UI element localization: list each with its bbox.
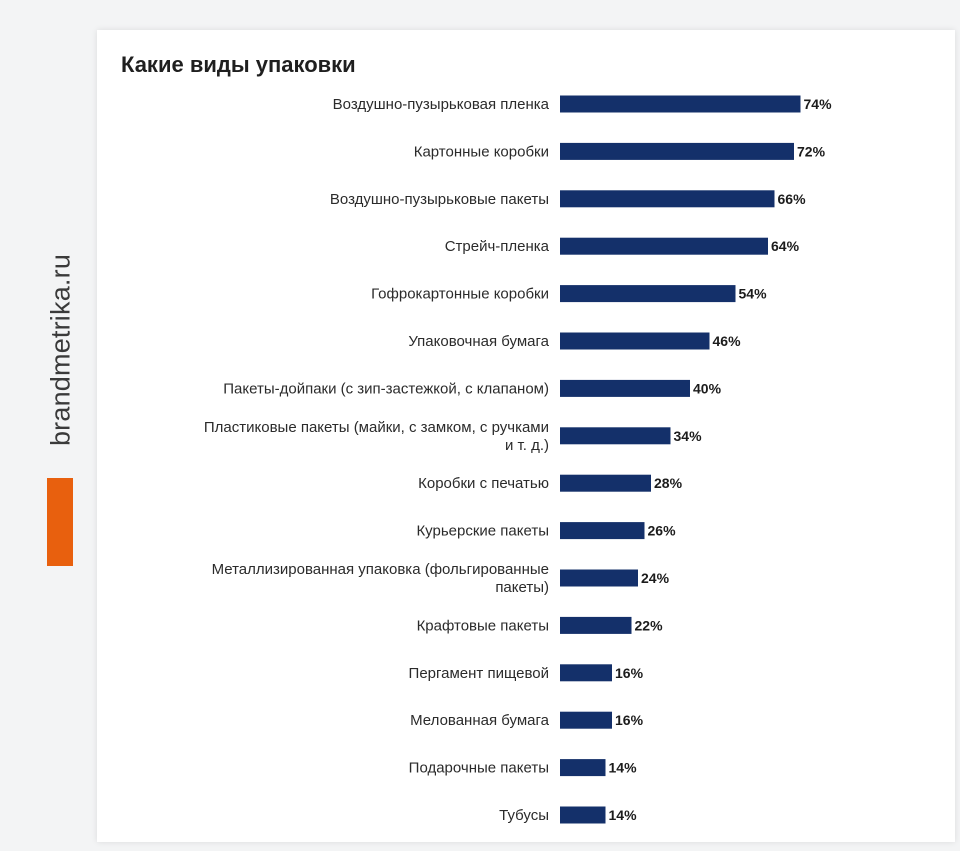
value-label: 72% xyxy=(797,143,826,159)
bar xyxy=(560,711,612,729)
bar xyxy=(560,427,671,445)
value-label: 26% xyxy=(648,523,677,539)
value-label: 34% xyxy=(674,428,703,444)
category-label: Стрейч-пленка xyxy=(445,238,550,255)
bar xyxy=(560,142,794,160)
bar xyxy=(560,332,710,350)
value-label: 16% xyxy=(615,665,644,681)
category-label: Гофрокартонные коробки xyxy=(371,286,549,303)
brand-accent-bar xyxy=(47,478,73,566)
bar xyxy=(560,474,651,492)
category-label: Пакеты-дойпаки (с зип-застежкой, с клапа… xyxy=(223,380,549,397)
brand-text: brandmetrika.ru xyxy=(45,253,76,447)
category-label: Тубусы xyxy=(499,807,549,824)
category-label: Крафтовые пакеты xyxy=(417,617,549,634)
bar xyxy=(560,95,801,113)
category-label: Мелованная бумага xyxy=(410,712,550,729)
value-label: 28% xyxy=(654,475,683,491)
bar xyxy=(560,616,632,634)
value-label: 46% xyxy=(713,333,742,349)
bar xyxy=(560,237,768,255)
value-label: 24% xyxy=(641,570,670,586)
bar xyxy=(560,569,638,587)
value-label: 14% xyxy=(609,760,638,776)
bar xyxy=(560,285,736,303)
category-label: Воздушно-пузырьковая пленка xyxy=(333,96,550,113)
category-label: Пергамент пищевой xyxy=(409,665,549,682)
category-label: Упаковочная бумага xyxy=(408,333,549,350)
bar xyxy=(560,522,645,540)
bar xyxy=(560,664,612,682)
bar-chart: 74% Воздушно-пузырьковая пленка 72% Картонн… xyxy=(204,95,833,824)
value-label: 54% xyxy=(739,286,768,302)
value-label: 66% xyxy=(778,191,807,207)
category-label: Металлизированная упаковка (фольгированн… xyxy=(212,561,549,596)
value-label: 16% xyxy=(615,712,644,728)
value-label: 74% xyxy=(804,96,833,112)
bar xyxy=(560,379,690,397)
value-label: 22% xyxy=(635,617,664,633)
value-label: 14% xyxy=(609,807,638,823)
category-label: Картонные коробки xyxy=(414,143,549,160)
category-label: Подарочные пакеты xyxy=(409,760,549,777)
category-label: Воздушно-пузырьковые пакеты xyxy=(330,191,549,208)
chart-card: Какие виды упаковки 74% Воздушно-пузырько… xyxy=(97,30,955,842)
value-label: 40% xyxy=(693,380,722,396)
category-label: Коробки с печатью xyxy=(418,475,549,492)
category-label: Пластиковые пакеты (майки, с замком, с р… xyxy=(204,419,549,454)
bar xyxy=(560,190,775,208)
bar xyxy=(560,806,606,824)
brand-watermark: brandmetrika.ru xyxy=(36,230,86,470)
bar xyxy=(560,759,606,777)
value-label: 64% xyxy=(771,238,800,254)
chart-title: Какие виды упаковки xyxy=(121,52,356,77)
category-label: Курьерские пакеты xyxy=(416,523,549,540)
